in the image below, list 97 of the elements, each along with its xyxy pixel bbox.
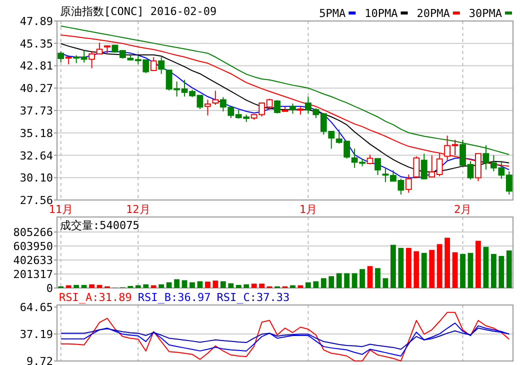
bar (89, 284, 94, 288)
candlestick (204, 99, 211, 116)
text: RSI_C:37.33 (216, 291, 290, 304)
bar (81, 284, 87, 288)
candlestick (366, 154, 374, 165)
y-tick-label: 35.18 (20, 126, 53, 140)
bar (166, 282, 172, 288)
bar (228, 283, 234, 288)
y-tick-label: 45.35 (20, 37, 53, 50)
legend-label: 20PMA (416, 7, 450, 20)
y-tick-label: 402633 (13, 254, 53, 267)
bar (452, 252, 458, 288)
y-tick-label: 37.73 (20, 104, 53, 118)
x-tick-label: 11月 (48, 203, 73, 216)
bar (205, 282, 210, 288)
candlestick (374, 158, 381, 176)
bar (367, 266, 373, 288)
bar (490, 254, 496, 288)
bar (429, 250, 435, 288)
bar (290, 285, 296, 288)
bar (158, 284, 164, 288)
bar (360, 269, 365, 288)
candlestick (58, 51, 64, 64)
bar (150, 285, 156, 288)
candlestick (158, 56, 165, 74)
y-tick-label: 9.72 (26, 355, 53, 365)
bar (135, 285, 141, 288)
candlestick (104, 44, 110, 54)
bar (460, 254, 466, 288)
line-series (60, 312, 510, 362)
bar (406, 248, 412, 288)
candlestick (420, 153, 428, 180)
y-tick-label: 32.64 (20, 149, 54, 162)
x-tick-label: 12月 (126, 203, 150, 216)
candlestick (405, 174, 412, 194)
bar (190, 282, 195, 288)
bar (328, 276, 334, 288)
bar (259, 284, 265, 288)
bar (382, 278, 388, 288)
candlestick (290, 103, 296, 114)
y-tick-label: 30.10 (20, 172, 53, 185)
bar (96, 284, 102, 288)
bar (421, 252, 427, 288)
y-tick-label: 47.89 (20, 15, 53, 28)
legend-label: 5PMA (319, 7, 346, 20)
candlestick (65, 56, 72, 65)
bar (174, 279, 180, 288)
bar (336, 273, 342, 288)
bar (398, 248, 404, 288)
bar (305, 282, 311, 288)
y-tick-label: 201317 (13, 268, 53, 281)
bar (313, 281, 319, 288)
text: RSI_B:36.97 (138, 291, 211, 304)
x-tick-label: 1月 (299, 203, 317, 216)
candlestick (212, 90, 219, 106)
candlestick (413, 156, 420, 178)
y-tick-label: 805266 (13, 226, 53, 239)
bar (444, 238, 450, 288)
bar (375, 268, 380, 288)
candlestick (274, 100, 280, 114)
bar (483, 246, 489, 288)
chart-title: 原油指数[CONC] 2016-02-09 (60, 5, 217, 18)
bar (506, 250, 512, 288)
bar (352, 273, 358, 288)
bar (468, 252, 474, 288)
bar (220, 281, 226, 288)
bar (182, 280, 188, 288)
chart-title: 成交量:540075 (60, 219, 140, 232)
bar (498, 256, 504, 288)
y-tick-label: 40.27 (20, 82, 53, 96)
y-tick-label: 42.81 (20, 60, 53, 73)
bar (251, 284, 257, 288)
bar (320, 278, 326, 288)
line-series (60, 322, 510, 357)
bar (476, 240, 481, 288)
line-series (60, 328, 510, 350)
bar (244, 284, 250, 288)
bar (390, 244, 396, 288)
bar (344, 273, 350, 288)
candlestick (282, 106, 288, 112)
legend-label: 10PMA (364, 7, 398, 20)
candlestick (150, 56, 157, 71)
y-tick-label: 64.65 (20, 301, 53, 314)
y-tick-label: 603950 (13, 240, 53, 253)
x-tick-label: 2月 (454, 203, 472, 216)
bar (143, 284, 149, 288)
bar (74, 284, 80, 288)
legend-label: 30PMA (468, 7, 502, 20)
bar (66, 285, 72, 288)
bar (236, 284, 242, 288)
bar (212, 280, 218, 288)
bar (414, 251, 420, 288)
text: RSI_A:31.89 (59, 291, 132, 304)
y-tick-label: 37.19 (20, 328, 53, 341)
candlestick (297, 106, 304, 116)
y-tick-label: 0 (46, 282, 53, 295)
bar (436, 244, 442, 288)
